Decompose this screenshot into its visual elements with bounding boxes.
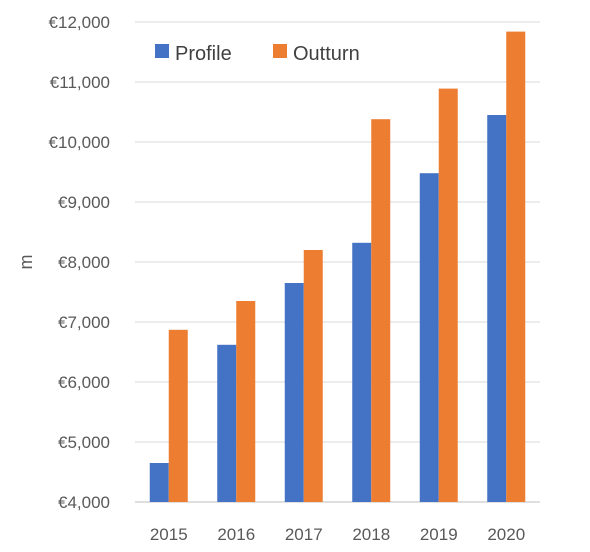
legend-swatch-outturn (273, 44, 287, 58)
legend: Profile Outturn (155, 43, 360, 65)
legend-label-profile: Profile (175, 43, 232, 65)
x-category-label: 2017 (285, 525, 323, 544)
x-category-label: 2020 (487, 525, 525, 544)
bar-profile-2018 (352, 242, 372, 503)
y-tick-label: €10,000 (49, 133, 110, 152)
y-tick-label: €11,000 (50, 73, 110, 92)
y-axis-title: m (16, 255, 36, 270)
legend-label-outturn: Outturn (293, 43, 360, 65)
x-category-label: 2015 (150, 525, 188, 544)
y-tick-label: €5,000 (58, 433, 110, 452)
y-tick-label: €9,000 (58, 193, 110, 212)
bar-outturn-2018 (371, 119, 391, 502)
bar-profile-2017 (284, 283, 304, 502)
y-tick-label: €6,000 (58, 373, 110, 392)
x-category-label: 2016 (217, 525, 255, 544)
x-axis-categories: 2015 2016 2017 2018 2019 2020 (150, 525, 525, 544)
gridlines (135, 21, 540, 503)
legend-swatch-profile (155, 44, 169, 58)
bar-outturn-2015 (168, 329, 188, 502)
bar-profile-2019 (419, 173, 439, 502)
bar-profile-2016 (217, 344, 237, 502)
bar-outturn-2017 (303, 250, 323, 502)
x-category-label: 2019 (420, 525, 458, 544)
bar-profile-2020 (487, 115, 507, 502)
bar-outturn-2020 (506, 31, 526, 502)
y-tick-label: €7,000 (58, 313, 110, 332)
y-tick-label: €4,000 (58, 493, 110, 512)
bars (149, 31, 526, 503)
y-axis-ticks: €4,000 €5,000 €6,000 €7,000 €8,000 €9,000 €10,… (49, 13, 110, 512)
bar-outturn-2019 (438, 88, 458, 502)
y-tick-label: €8,000 (58, 253, 110, 272)
bar-profile-2015 (149, 463, 169, 502)
bar-outturn-2016 (236, 301, 256, 502)
y-tick-label: €12,000 (49, 13, 110, 32)
x-category-label: 2018 (352, 525, 390, 544)
